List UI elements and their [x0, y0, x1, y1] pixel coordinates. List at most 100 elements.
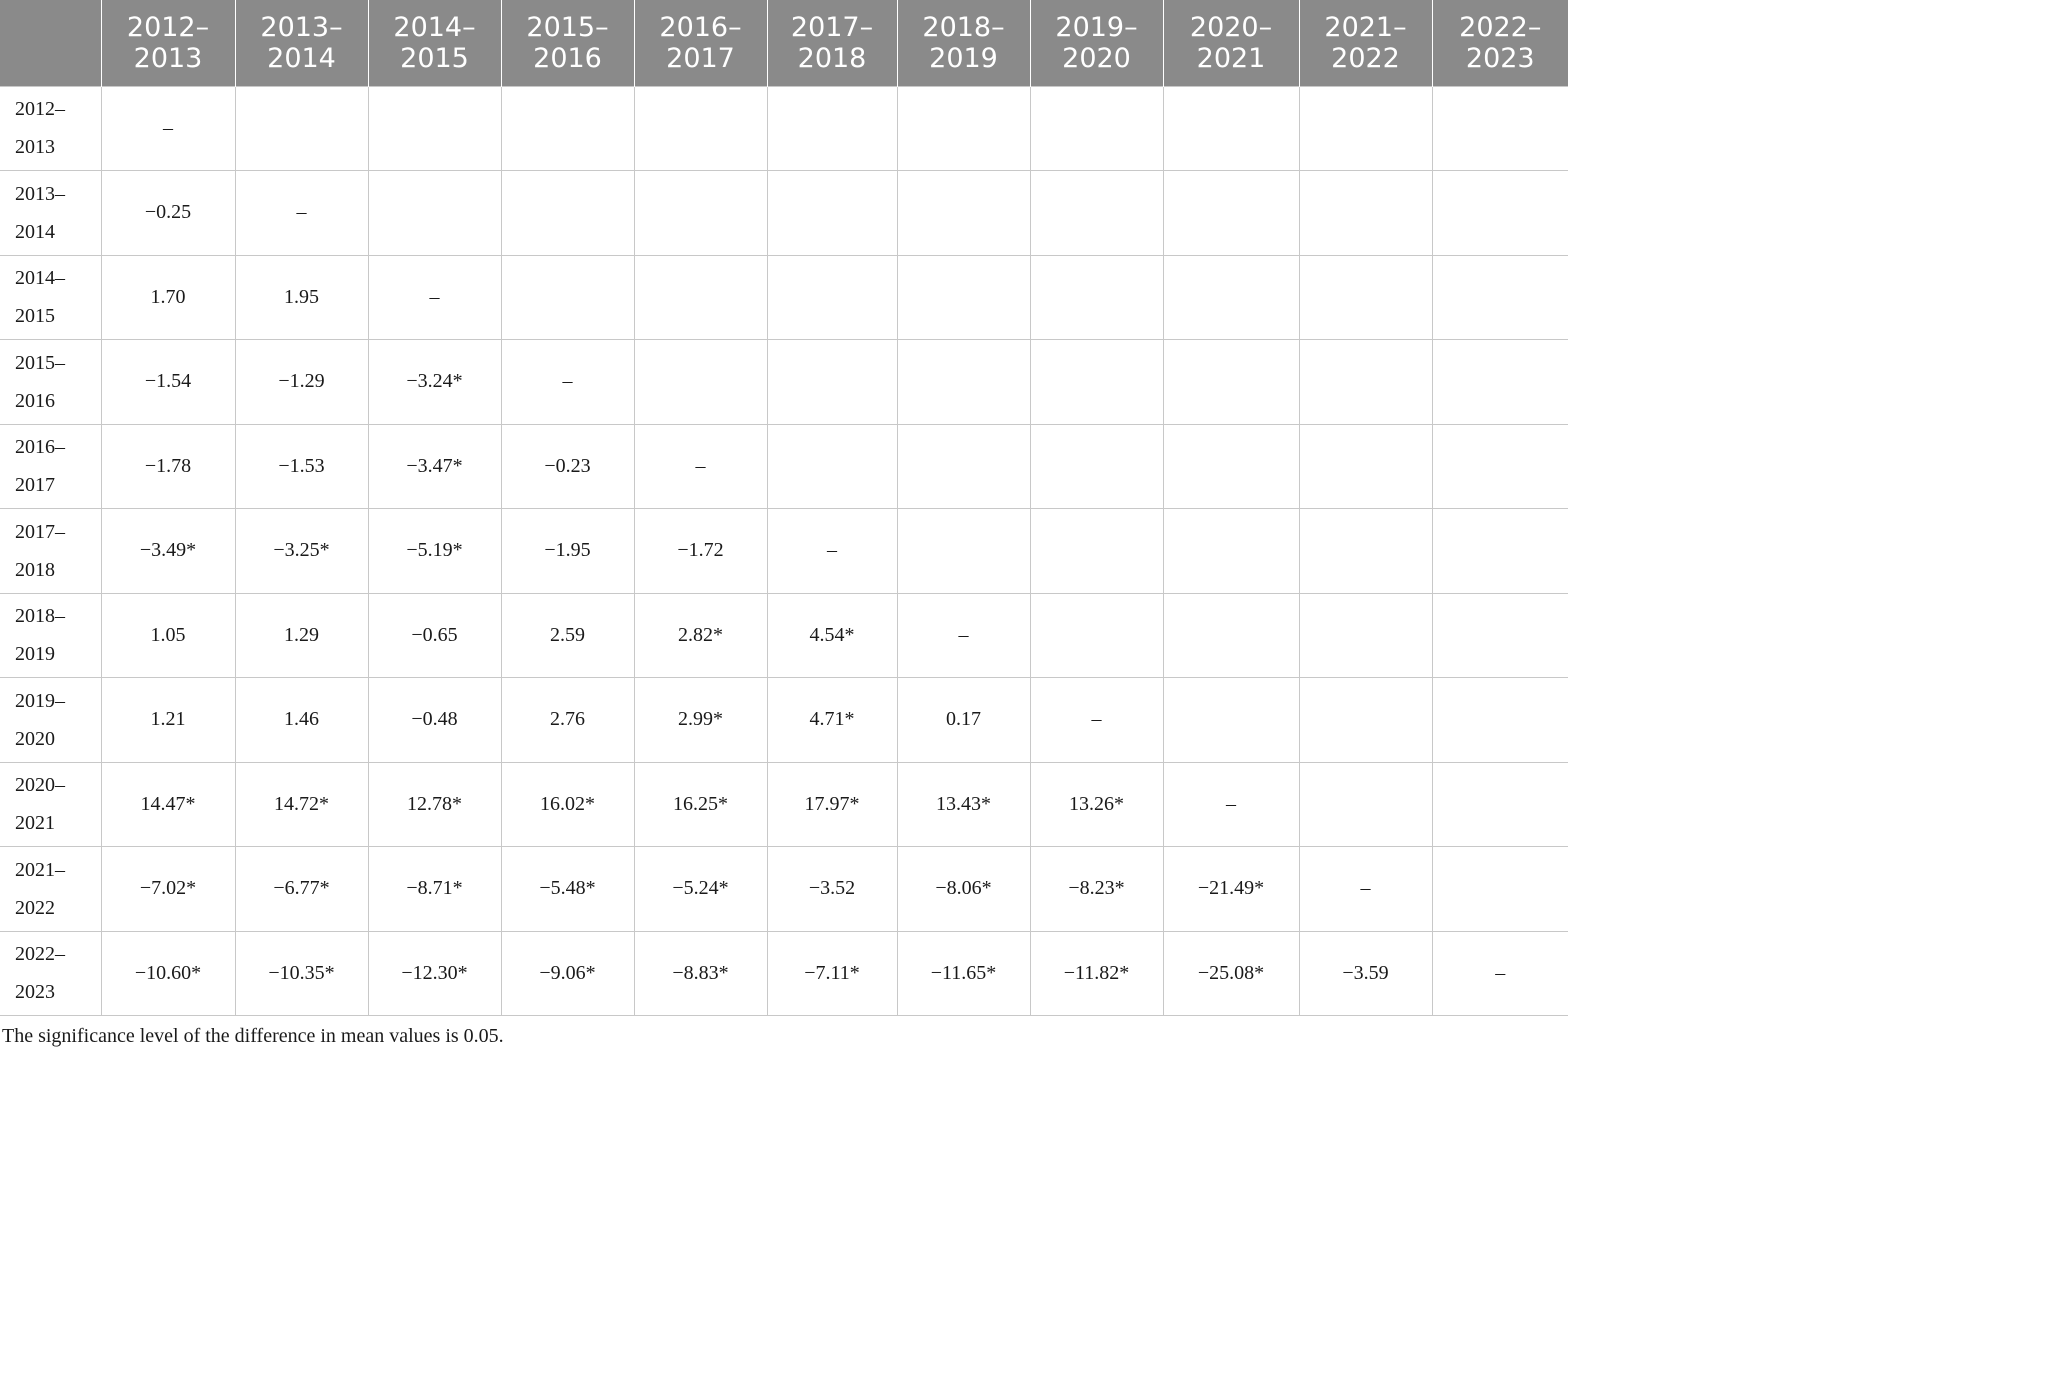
table-footnote: The significance level of the difference…: [2, 1025, 504, 1047]
matrix-cell: –: [896, 592, 1031, 678]
row-label: 2018– 2019: [0, 592, 102, 678]
matrix-cell: −3.47*: [367, 423, 502, 509]
matrix-cell: [1162, 423, 1300, 509]
table-row: 2013– 2014 −0.25–: [0, 170, 1568, 256]
matrix-cell: 0.17: [896, 677, 1031, 763]
table-row: 2018– 2019 1.05 1.29 −0.65 2.59 2.82* 4.54* –: [0, 592, 1568, 678]
table-row: 2022– 2023 −10.60* −10.35* −12.30* −9.06* −8.…: [0, 930, 1568, 1016]
matrix-cell: [1029, 254, 1164, 340]
matrix-cell: [1298, 85, 1433, 171]
row-label: 2022– 2023: [0, 930, 102, 1016]
table-row: 2014– 2015 1.70 1.95–: [0, 254, 1568, 340]
matrix-cell: [1298, 339, 1433, 425]
matrix-cell: [367, 170, 502, 256]
matrix-cell: –: [367, 254, 502, 340]
mean-difference-matrix-table: 2012– 2013 2013– 2014 2014– 2015 2015– 2016…: [0, 0, 1568, 1016]
matrix-cell: −1.72: [633, 508, 768, 594]
table-row: 2019– 2020 1.21 1.46 −0.48 2.76 2.99* 4.71* 0.1…: [0, 677, 1568, 763]
matrix-cell: [1298, 677, 1433, 763]
matrix-cell: [766, 254, 898, 340]
matrix-cell: [766, 339, 898, 425]
matrix-cell: [1298, 254, 1433, 340]
matrix-cell: 2.99*: [633, 677, 768, 763]
table-row: 2021– 2022 −7.02* −6.77* −8.71* −5.48* −5.24*…: [0, 846, 1568, 932]
row-label: 2014– 2015: [0, 254, 102, 340]
matrix-cell: −25.08*: [1162, 930, 1300, 1016]
row-label: 2016– 2017: [0, 423, 102, 509]
matrix-cell: −3.25*: [234, 508, 369, 594]
matrix-cell: −11.65*: [896, 930, 1031, 1016]
matrix-cell: −12.30*: [367, 930, 502, 1016]
column-header: 2021– 2022: [1298, 0, 1432, 86]
column-header: 2020– 2021: [1162, 0, 1299, 86]
matrix-cell: [1162, 677, 1300, 763]
matrix-cell: −1.29: [234, 339, 369, 425]
matrix-cell: −6.77*: [234, 846, 369, 932]
matrix-cell: [896, 85, 1031, 171]
matrix-cell: −1.78: [100, 423, 236, 509]
row-label: 2013– 2014: [0, 170, 102, 256]
matrix-cell: −10.35*: [234, 930, 369, 1016]
column-header: 2017– 2018: [766, 0, 897, 86]
matrix-cell: [633, 170, 768, 256]
header-row: 2012– 2013 2013– 2014 2014– 2015 2015– 2016…: [0, 0, 1568, 86]
matrix-cell: −0.65: [367, 592, 502, 678]
matrix-cell: −8.83*: [633, 930, 768, 1016]
matrix-cell: 13.43*: [896, 761, 1031, 847]
matrix-cell: [1431, 339, 1568, 425]
matrix-cell: [367, 85, 502, 171]
matrix-cell: [500, 170, 635, 256]
matrix-cell: 2.82*: [633, 592, 768, 678]
matrix-cell: –: [234, 170, 369, 256]
matrix-cell: 1.46: [234, 677, 369, 763]
matrix-cell: [1431, 846, 1568, 932]
matrix-cell: −21.49*: [1162, 846, 1300, 932]
matrix-cell: [1029, 508, 1164, 594]
table-row: 2016– 2017 −1.78 −1.53 −3.47* −0.23–: [0, 423, 1568, 509]
matrix-cell: −10.60*: [100, 930, 236, 1016]
row-label: 2017– 2018: [0, 508, 102, 594]
matrix-cell: [766, 170, 898, 256]
matrix-cell: [1298, 170, 1433, 256]
matrix-cell: [1162, 508, 1300, 594]
matrix-cell: [500, 254, 635, 340]
matrix-cell: 16.02*: [500, 761, 635, 847]
matrix-cell: [633, 339, 768, 425]
row-label: 2015– 2016: [0, 339, 102, 425]
matrix-cell: [1029, 339, 1164, 425]
matrix-cell: [896, 423, 1031, 509]
matrix-cell: –: [1298, 846, 1433, 932]
matrix-cell: 1.70: [100, 254, 236, 340]
matrix-cell: [1029, 85, 1164, 171]
matrix-cell: [766, 85, 898, 171]
matrix-cell: 14.47*: [100, 761, 236, 847]
matrix-cell: [1162, 339, 1300, 425]
matrix-cell: −0.23: [500, 423, 635, 509]
matrix-cell: [1162, 254, 1300, 340]
matrix-cell: −9.06*: [500, 930, 635, 1016]
matrix-cell: [1298, 508, 1433, 594]
matrix-cell: [1298, 592, 1433, 678]
matrix-cell: 17.97*: [766, 761, 898, 847]
matrix-cell: [1431, 423, 1568, 509]
matrix-cell: −1.54: [100, 339, 236, 425]
matrix-cell: [1431, 254, 1568, 340]
column-header: 2019– 2020: [1029, 0, 1163, 86]
matrix-cell: [1431, 170, 1568, 256]
matrix-cell: [896, 508, 1031, 594]
matrix-cell: –: [633, 423, 768, 509]
matrix-cell: [1431, 592, 1568, 678]
matrix-cell: –: [1029, 677, 1164, 763]
table-row: 2012– 2013–: [0, 85, 1568, 171]
matrix-cell: −8.71*: [367, 846, 502, 932]
table-body: 2012– 2013–2013– 2014 −0.25–2014– 2015 1.7…: [0, 85, 1568, 1016]
matrix-cell: [1162, 170, 1300, 256]
matrix-cell: −0.48: [367, 677, 502, 763]
column-header: 2018– 2019: [896, 0, 1030, 86]
matrix-cell: −3.59: [1298, 930, 1433, 1016]
column-header: 2015– 2016: [500, 0, 634, 86]
column-header: 2014– 2015: [367, 0, 501, 86]
matrix-cell: [1029, 170, 1164, 256]
matrix-cell: −7.02*: [100, 846, 236, 932]
matrix-cell: −8.23*: [1029, 846, 1164, 932]
